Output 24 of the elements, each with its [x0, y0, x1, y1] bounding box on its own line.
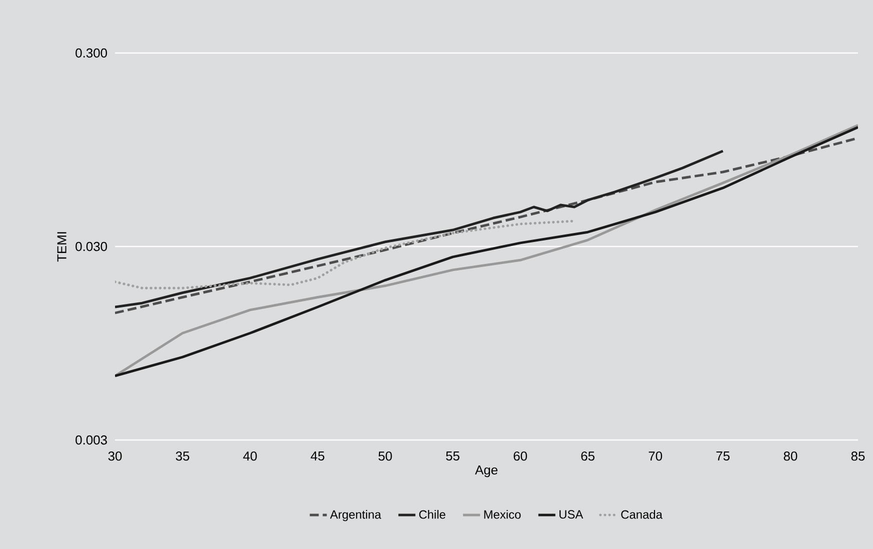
y-tick-label: 0.300: [76, 48, 107, 58]
legend-label: USA: [560, 510, 584, 519]
legend-label: Canada: [621, 510, 662, 519]
y-tick-label: 0.003: [76, 435, 107, 445]
x-tick-label: 50: [378, 451, 392, 461]
x-tick-label: 85: [851, 451, 865, 461]
line-series: [115, 220, 576, 290]
legend-label: Chile: [419, 510, 446, 519]
legend-label: Mexico: [484, 510, 521, 519]
x-tick-label: 55: [446, 451, 460, 461]
x-tick-label: 75: [716, 451, 730, 461]
y-axis-title: TEMI: [57, 232, 66, 262]
x-tick-label: 30: [108, 451, 122, 461]
x-tick-label: 70: [648, 451, 662, 461]
x-tick-label: 40: [243, 451, 257, 461]
x-tick-label: 35: [176, 451, 190, 461]
x-tick-label: 60: [514, 451, 527, 461]
y-tick-label: 0.030: [76, 242, 107, 252]
legend-label: Argentina: [330, 510, 382, 522]
x-tick-label: 80: [784, 451, 798, 461]
x-axis-title: Age: [475, 466, 498, 478]
line-series: [115, 150, 724, 308]
x-tick-label: 45: [310, 451, 324, 461]
x-tick-label: 65: [581, 451, 594, 461]
